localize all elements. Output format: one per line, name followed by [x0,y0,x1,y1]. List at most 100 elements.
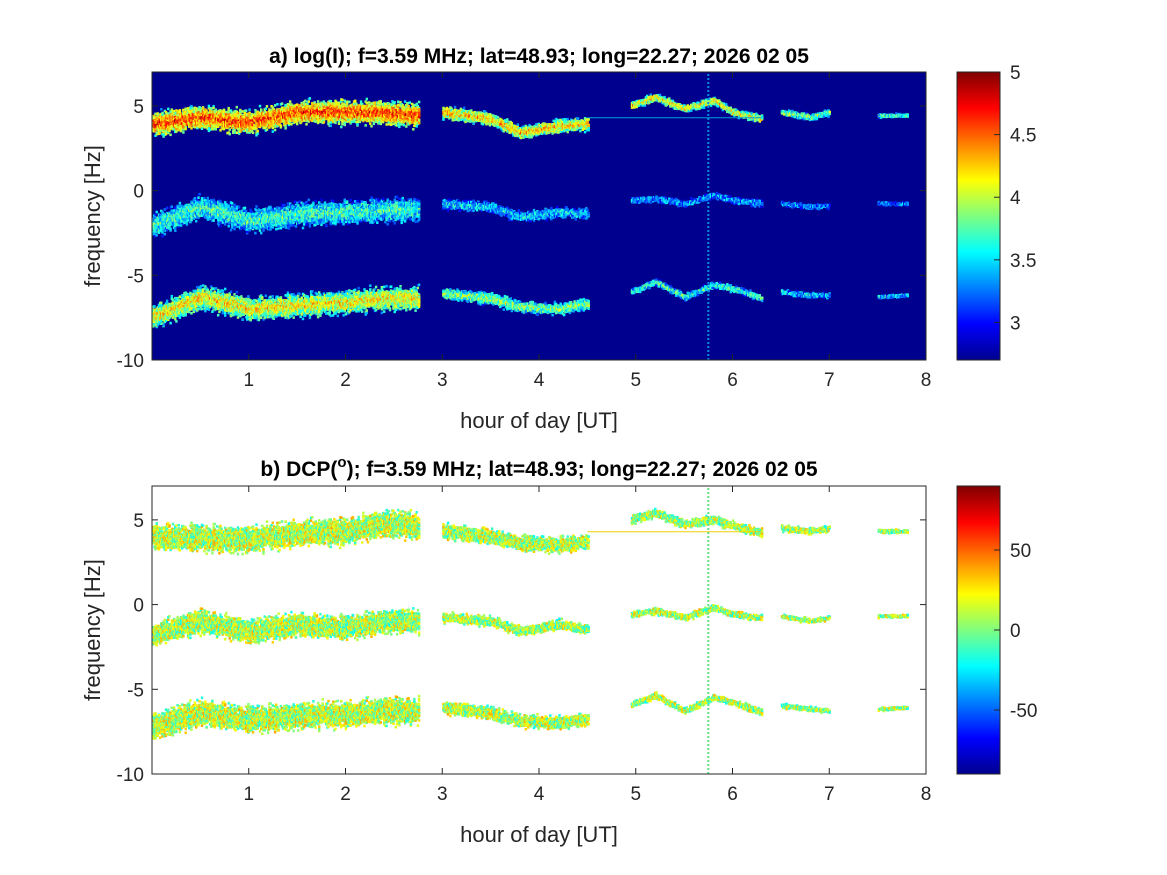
band-0-cell [352,120,356,123]
band-0-cell [183,117,186,120]
band-0-cell [182,131,185,134]
band-0-cell [284,127,287,130]
band-0-cell [270,117,273,120]
band-0-cell [184,127,187,131]
band-0-cell [304,99,307,103]
band-0-cell [175,130,178,133]
band-0-cell [309,113,313,116]
band-0-cell [393,101,396,104]
band-0-cell [318,111,321,115]
band-0-cell [270,105,273,108]
band-0-cell [154,134,157,137]
band-0-cell [299,108,302,111]
band-0-cell [208,123,212,127]
band-0-cell [208,108,212,112]
band-0-cell [398,125,401,129]
band-0-cell [332,120,335,123]
band-0-cell [335,104,338,107]
band-0-cell [182,128,185,131]
band-0-cell [230,117,234,120]
band-0-cell [302,119,306,122]
band-0-cell [311,104,314,107]
band-0-cell [226,122,229,125]
band-0-cell [249,118,252,122]
band-0-cell [241,113,244,117]
band-0-cell [327,122,330,126]
band-0-cell [165,116,169,119]
band-0-cell [306,108,309,111]
band-0-cell [273,114,277,117]
band-0-cell [335,118,338,122]
band-0-cell [415,125,418,128]
band-0-cell [165,129,169,133]
band-0-cell [234,114,237,117]
band-0-cell [172,117,176,120]
band-0-cell [266,118,270,122]
band-0-cell [322,100,326,103]
band-0-cell [200,127,204,130]
band-0-cell [190,104,193,108]
band-0-cell [407,105,410,108]
band-0-cell [401,104,404,107]
band-0-cell [258,104,262,108]
band-0-cell [284,104,287,107]
band-0-cell [392,122,395,126]
band-0-cell [323,102,327,105]
band-0-cell [299,114,302,118]
band-0-cell [255,126,258,130]
band-0-cell [306,115,309,119]
band-0-cell [309,115,313,118]
band-0-cell [255,133,258,137]
band-0-cell [266,120,270,124]
band-0-cell [290,103,293,106]
panel-a: a) log(I); f=3.59 MHz; lat=48.93; long=2… [80,45,1036,433]
band-0-cell [192,110,195,114]
band-0-cell [198,120,201,123]
band-0-cell [198,113,201,117]
band-0-cell [308,97,312,100]
band-0-cell [168,129,171,133]
band-0-cell [412,128,415,131]
band-0-cell [335,107,338,110]
band-0-cell [230,118,234,122]
band-0-cell [287,123,291,127]
band-0-cell [241,117,244,121]
band-0-cell [239,110,242,114]
band-0-cell [348,100,351,104]
band-0-cell [341,98,344,102]
band-0-cell [170,108,173,111]
band-0-cell [329,124,332,128]
band-0-cell [214,109,218,113]
band-0-cell [226,113,229,117]
band-0-cell [198,121,201,124]
band-0-cell [355,102,358,106]
band-0-cell [214,108,218,112]
band-0-cell [306,100,309,104]
band-0-cell [273,128,277,132]
band-0-cell [306,117,309,120]
band-0-cell [405,125,408,128]
band-0-cell [221,114,225,118]
band-0-cell [185,123,189,126]
band-0-cell [172,120,176,124]
band-0-cell [354,99,357,103]
band-0-cell [169,133,172,137]
band-0-cell [397,103,400,107]
band-0-cell [300,119,303,123]
band-0-cell [293,106,296,110]
band-0-cell [284,124,287,128]
band-0-cell [403,100,407,103]
band-0-cell [273,122,277,126]
band-0-cell [265,128,269,131]
band-0-cell [222,108,226,112]
band-0-cell [172,122,176,125]
band-0-cell [311,119,314,123]
band-0-cell [271,126,274,130]
band-0-cell [217,125,220,128]
band-0-cell [178,110,182,114]
band-0-cell [241,122,244,125]
band-0-cell [302,100,306,104]
band-0-cell [234,126,237,129]
band-0-cell [270,111,273,114]
